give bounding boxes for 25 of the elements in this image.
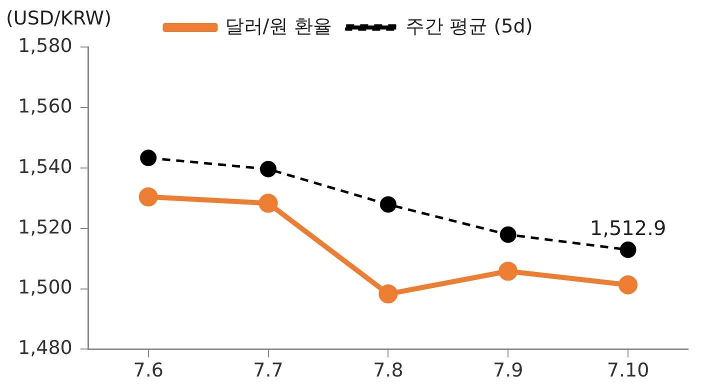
point <box>378 284 398 304</box>
y-tick-label: 1,540 <box>18 156 72 178</box>
x-tick-label: 7.10 <box>606 360 650 382</box>
point <box>258 194 278 213</box>
point <box>380 196 396 213</box>
point <box>498 262 518 281</box>
x-tick-label: 7.6 <box>133 360 164 382</box>
legend-label: 달러/원 환율 <box>224 15 332 38</box>
y-tick-label: 1,480 <box>18 337 72 360</box>
legend-label: 주간 평균 (5d) <box>406 15 533 38</box>
y-tick-label: 1,520 <box>18 216 72 238</box>
y-tick-label: 1,580 <box>18 34 72 57</box>
y-tick-label: 1,560 <box>18 95 72 118</box>
x-tick-label: 7.9 <box>493 360 524 382</box>
y-tick-label: 1,500 <box>18 276 72 299</box>
point <box>500 226 516 243</box>
point <box>618 275 638 294</box>
point <box>140 150 157 166</box>
point <box>260 160 277 178</box>
point <box>620 242 636 258</box>
data-label: 1,512.9 <box>590 216 666 240</box>
point <box>138 187 158 206</box>
x-tick-label: 7.8 <box>373 360 404 382</box>
x-tick-label: 7.7 <box>253 360 284 382</box>
y-axis-title: (USD/KRW) <box>6 7 112 30</box>
